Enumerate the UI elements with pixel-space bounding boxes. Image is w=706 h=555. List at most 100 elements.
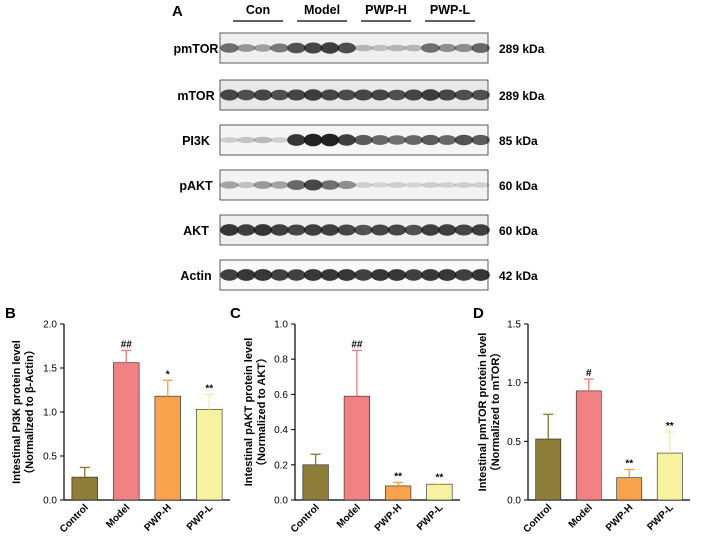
blot-label: Actin: [180, 269, 211, 283]
blot-band: [337, 89, 356, 101]
y-axis-label-sub: （Normalized to β-Actin）: [23, 344, 36, 480]
blot-band: [270, 269, 289, 281]
blot-band: [387, 44, 407, 52]
blot-kda: 85 kDa: [499, 134, 538, 148]
blot-band: [253, 224, 273, 236]
y-axis-label-sub: （Normalized to mTOR）: [489, 347, 502, 478]
blot-band: [236, 269, 256, 281]
significance-label: **: [394, 471, 402, 482]
blot-kda: 60 kDa: [499, 224, 538, 238]
x-tick-label: Control: [289, 502, 322, 535]
blot-band: [454, 182, 474, 188]
blot-mtor: mTOR 289 kDa: [177, 79, 545, 111]
blot-band: [354, 44, 373, 52]
y-tick-label: 0.5: [507, 437, 521, 448]
x-tick-label: Model: [335, 502, 363, 530]
panel-letter: D: [473, 305, 484, 322]
blot-band: [421, 89, 440, 101]
panel-letter: B: [5, 305, 16, 322]
blot-band: [404, 182, 423, 188]
bar: [154, 395, 181, 501]
x-tick-label: Control: [521, 502, 554, 535]
blot-band: [270, 43, 289, 53]
blot-kda: 289 kDa: [499, 89, 545, 103]
blot-band: [303, 42, 323, 54]
blot-band: [320, 133, 340, 147]
blot-band: [220, 137, 239, 143]
blot-band: [437, 135, 457, 145]
x-tick-label: PWP-H: [604, 502, 635, 533]
blot-band: [253, 269, 273, 281]
blot-band: [287, 180, 306, 190]
blot-band: [471, 43, 490, 53]
blot-band: [421, 224, 440, 236]
blot-band: [404, 89, 423, 101]
blot-kda: 60 kDa: [499, 179, 538, 193]
blot-band: [236, 89, 256, 101]
blot-band: [220, 224, 239, 236]
blot-band: [454, 134, 474, 146]
blot-band: [303, 224, 323, 236]
blot-label: pAKT: [179, 179, 213, 193]
blot-band: [471, 89, 490, 101]
blot-band: [404, 269, 423, 281]
panel-letter: C: [230, 305, 241, 322]
x-tick-label: PWP-L: [645, 502, 676, 533]
blot-band: [454, 224, 474, 236]
blot-band: [471, 134, 490, 146]
blot-band: [220, 43, 239, 53]
bar: [656, 452, 683, 501]
significance-label: **: [625, 458, 633, 469]
blot-actin: Actin 42 kDa: [180, 259, 538, 291]
blot-band: [320, 89, 340, 101]
blot-band: [471, 269, 490, 281]
blot-band: [437, 182, 457, 188]
bar: [535, 438, 562, 501]
y-axis-label-sub: （Normalized to AKT）: [255, 352, 268, 472]
significance-label: ##: [121, 339, 133, 350]
blot-band: [303, 269, 323, 281]
y-tick-label: 1.0: [274, 320, 288, 331]
blot-band: [387, 269, 407, 281]
blot-band: [404, 135, 423, 145]
blot-band: [253, 181, 273, 189]
blot-band: [337, 224, 356, 236]
group-label: PWP-L: [430, 3, 471, 17]
blot-band: [337, 180, 356, 190]
blot-band: [421, 134, 440, 146]
blot-band: [303, 133, 323, 147]
blot-band: [437, 269, 457, 281]
y-tick-label: 1.5: [43, 364, 57, 375]
group-label: PWP-H: [365, 3, 407, 17]
group-label: Con: [246, 3, 270, 17]
bar: [196, 409, 223, 501]
blot-band: [270, 89, 289, 101]
blot-band: [287, 89, 306, 101]
blot-band: [270, 224, 289, 236]
blot-band: [287, 42, 306, 54]
chart-d: D Intestinal pmTOR protein level （Normaliz…: [473, 305, 690, 535]
blot-band: [437, 43, 457, 53]
blot-band: [303, 179, 323, 191]
blot-band: [253, 44, 273, 52]
x-tick-label: Model: [567, 502, 595, 530]
blot-band: [454, 269, 474, 281]
blot-label: PI3K: [182, 134, 210, 148]
blot-band: [320, 180, 340, 190]
blot-band: [437, 89, 457, 101]
bar: [385, 485, 412, 501]
blot-band: [253, 136, 273, 144]
bar: [71, 476, 98, 501]
blot-band: [354, 182, 373, 188]
blot-band: [471, 224, 490, 236]
significance-label: **: [435, 472, 443, 483]
blot-band: [471, 182, 490, 188]
bar: [575, 390, 602, 501]
blot-band: [320, 224, 340, 236]
blot-band: [303, 89, 323, 101]
bar: [302, 464, 329, 501]
x-tick-label: PWP-L: [185, 502, 216, 533]
blot-band: [387, 89, 407, 101]
y-tick-label: 1.0: [507, 378, 521, 389]
y-tick-label: 0.4: [274, 425, 288, 436]
